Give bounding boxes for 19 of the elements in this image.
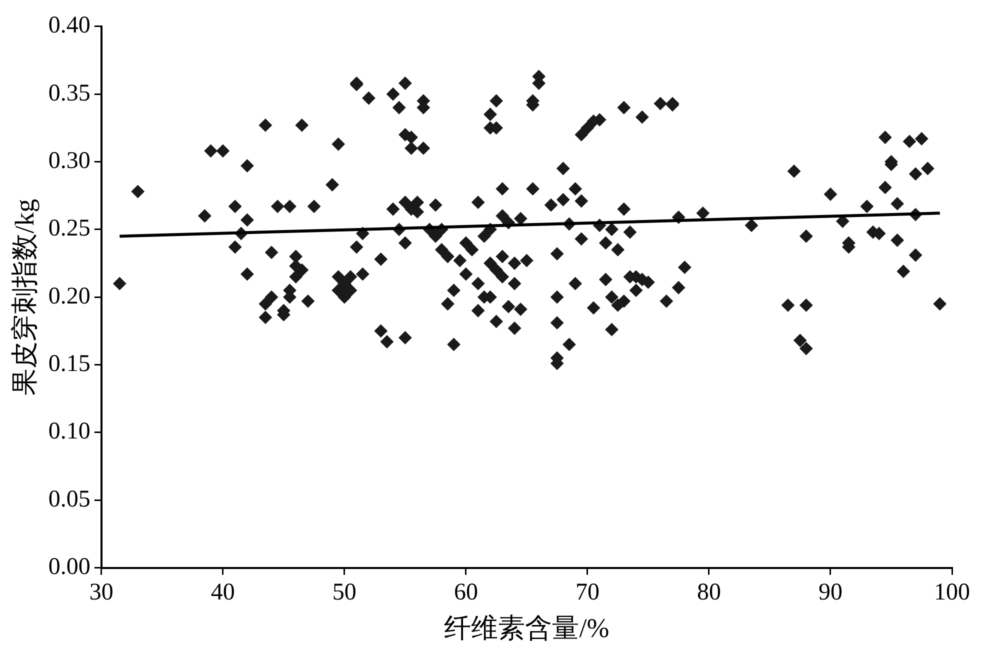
x-tick-label: 70 [575,579,600,606]
y-tick-label: 0.10 [48,418,90,445]
y-tick-label: 0.40 [48,12,90,39]
y-tick-label: 0.35 [48,80,90,106]
x-tick-label: 60 [454,579,478,606]
y-tick-label: 0.15 [48,351,90,378]
x-tick-label: 40 [210,579,235,606]
x-tick-label: 90 [818,579,842,606]
y-tick-label: 0.25 [48,216,90,242]
y-tick-label: 0.05 [48,486,90,512]
y-axis-title: 果皮穿刺指数/kg [9,198,40,396]
y-tick-label: 0.20 [48,283,90,310]
y-tick-label: 0.00 [48,554,90,580]
x-tick-label: 50 [332,579,356,606]
x-tick-label: 80 [696,579,721,606]
x-tick-label: 30 [89,579,114,606]
x-tick-label: 100 [934,579,970,606]
x-axis-title: 纤维素含量/% [444,612,610,643]
y-tick-label: 0.30 [48,148,90,174]
